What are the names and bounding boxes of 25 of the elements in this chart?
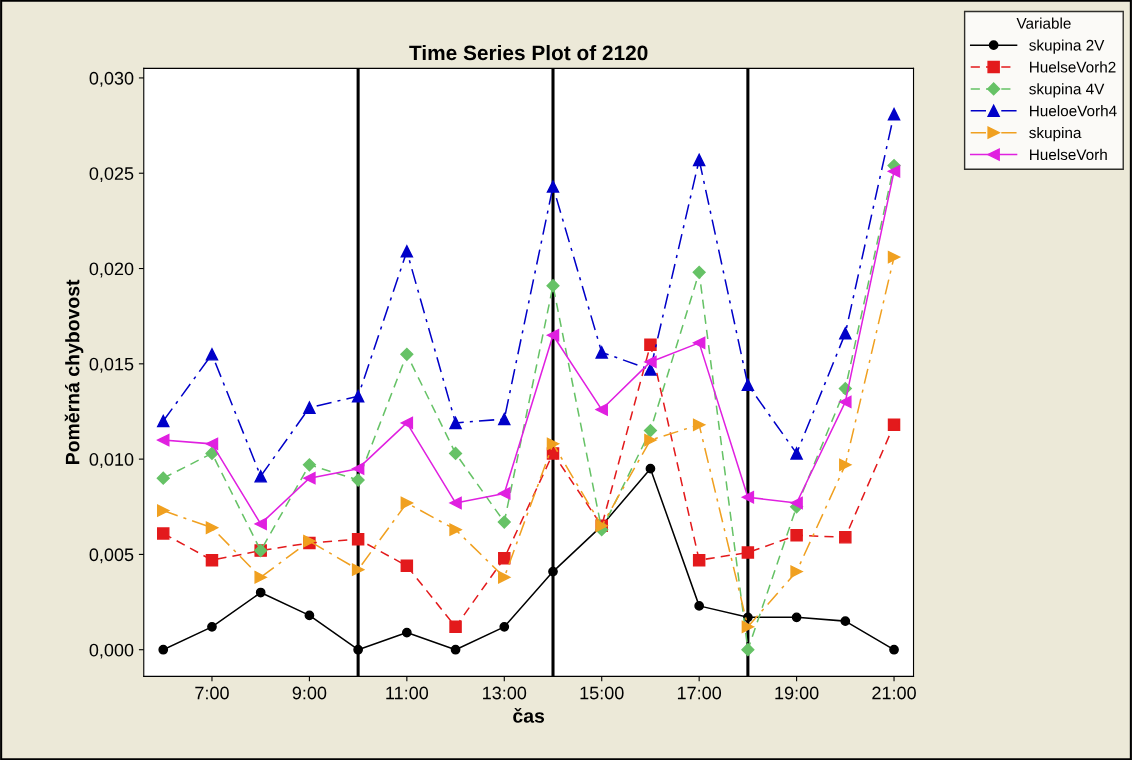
- y-tick-label: 0,000: [89, 643, 134, 659]
- legend-label: skupina: [1029, 126, 1082, 142]
- y-tick-label: 0,030: [89, 71, 134, 87]
- y-tick-label: 0,015: [89, 357, 134, 373]
- x-tick-label: 21:00: [872, 686, 916, 700]
- y-axis-title: Poměrná chybovost: [64, 279, 84, 465]
- x-axis-title: čas: [513, 708, 545, 723]
- y-tick-label: 0,020: [89, 262, 134, 278]
- legend-label: HueloeVorh4: [1030, 105, 1117, 117]
- legend-label: skupina 4V: [1029, 83, 1105, 98]
- x-tick-label: 13:00: [483, 686, 527, 700]
- legend-title: Variable: [1016, 17, 1071, 29]
- legend-label: HuelseVorh2: [1030, 61, 1116, 73]
- x-tick-label: 17:00: [677, 686, 722, 700]
- legend-label: skupina 2V: [1029, 39, 1105, 54]
- x-tick-label: 19:00: [775, 686, 819, 700]
- y-tick-label: 0,025: [89, 167, 134, 183]
- chart-title: Time Series Plot of 2120: [409, 44, 648, 61]
- x-tick-label: 15:00: [580, 686, 624, 700]
- y-tick-label: 0,005: [89, 548, 134, 564]
- x-tick-label: 7:00: [195, 686, 229, 700]
- y-tick-label: 0,010: [89, 453, 134, 468]
- x-tick-label: 9:00: [292, 686, 327, 700]
- legend-label: HuelseVorh: [1030, 148, 1107, 161]
- x-tick-label: 11:00: [386, 686, 429, 700]
